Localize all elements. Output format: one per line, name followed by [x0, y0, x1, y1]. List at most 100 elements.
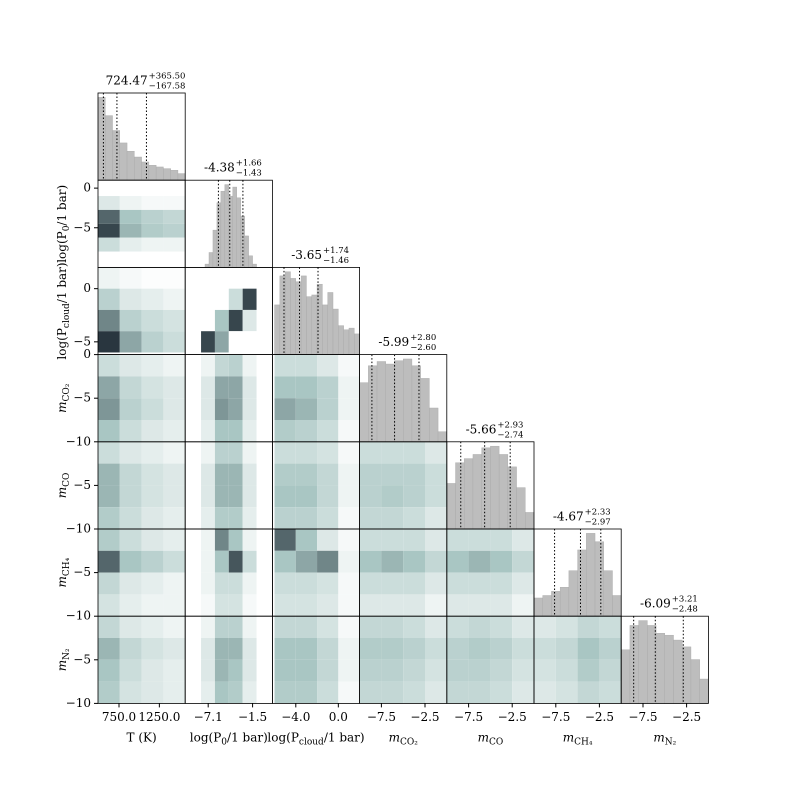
label-sub: CO	[62, 473, 72, 487]
density-cell	[201, 616, 215, 638]
density-cell	[141, 376, 164, 399]
density-cell	[163, 681, 186, 704]
density-cell	[98, 209, 120, 224]
hist-bar	[354, 333, 360, 355]
density-cell	[214, 507, 229, 529]
density-cell	[201, 441, 215, 464]
hist-bar	[525, 512, 535, 530]
hist-title-minus: −2.60	[410, 343, 436, 353]
x-tick-label: −1.5	[238, 710, 267, 724]
hist-bar	[220, 190, 226, 268]
density-cell	[317, 572, 339, 595]
density-cell	[141, 354, 164, 377]
density-cell	[141, 237, 164, 252]
x-axis-label: mN₂	[653, 730, 676, 747]
hist-bar	[141, 161, 150, 181]
density-cell	[446, 659, 469, 682]
density-cell	[468, 659, 491, 682]
density-cell	[274, 485, 296, 508]
x-tick-label: −4.0	[281, 710, 310, 724]
hist-bar	[472, 454, 482, 530]
hist-bar	[134, 156, 142, 181]
density-cell	[338, 572, 360, 595]
density-cell	[274, 550, 296, 573]
density-cell	[119, 572, 142, 595]
density-cell	[119, 288, 142, 310]
hist-bar	[348, 327, 355, 355]
density-cell	[163, 196, 186, 210]
hist-title-plus: +365.50	[149, 72, 186, 82]
hist-bar	[376, 361, 386, 442]
density-cell	[359, 529, 382, 551]
y-axis-label: mCH₄	[55, 557, 72, 587]
y-tick-label: −10	[66, 434, 91, 448]
y-axis-label: mCO	[55, 473, 72, 499]
density-cell	[403, 441, 425, 464]
density-cell	[512, 659, 534, 682]
density-cell	[228, 550, 243, 573]
x-axis-label: log(Pcloud/1 bar)	[267, 730, 364, 747]
density-cell	[274, 529, 296, 551]
hist-bar	[327, 292, 334, 355]
hist-bar	[490, 445, 500, 530]
density-cell	[141, 572, 164, 595]
density-cell	[228, 420, 243, 442]
density-cell	[338, 463, 360, 486]
density-cell	[359, 594, 382, 617]
density-cell	[381, 441, 404, 464]
hist-bar	[577, 549, 587, 617]
density-cell	[119, 441, 142, 464]
density-cell	[403, 485, 425, 508]
density-cell	[338, 485, 360, 508]
density-cell	[98, 463, 120, 486]
hist-bar	[621, 649, 631, 704]
density-cell	[163, 331, 186, 353]
density-cell	[201, 463, 215, 486]
density-cell	[141, 594, 164, 617]
density-cell	[274, 616, 296, 638]
density-cell	[555, 681, 578, 704]
density-cell	[490, 681, 513, 704]
density-cell	[295, 507, 318, 529]
y-tick-label: −5	[73, 652, 91, 666]
density-cell	[359, 616, 382, 638]
label-main: m	[653, 730, 664, 744]
hist-bar	[224, 184, 230, 268]
density-cell	[274, 681, 296, 704]
hist-bar	[690, 659, 700, 704]
hist-bar	[516, 487, 526, 530]
density-cell	[555, 616, 578, 638]
label-tail: /1 bar)	[324, 730, 365, 744]
density-cell	[446, 638, 469, 660]
density-cell	[403, 572, 425, 595]
density-cell	[214, 550, 229, 573]
density-cell	[381, 507, 404, 529]
hist-bar	[507, 466, 517, 530]
density-cell	[98, 267, 120, 289]
density-cell	[295, 550, 318, 573]
density-cell	[381, 638, 404, 660]
hist-bar	[148, 165, 157, 181]
hist-bar	[126, 151, 135, 181]
density-cell	[577, 681, 600, 704]
density-cell	[242, 288, 257, 310]
density-cell	[242, 529, 257, 551]
density-cell	[242, 594, 257, 617]
hist-bar	[232, 186, 237, 268]
panel-frame	[620, 615, 709, 704]
density-cell	[98, 616, 120, 638]
density-cell	[141, 398, 164, 420]
density-cell	[214, 354, 229, 377]
hist-bar	[343, 329, 350, 355]
density-cell	[425, 507, 447, 529]
density-cell	[214, 309, 229, 332]
density-cell	[599, 681, 622, 704]
density-cell	[141, 659, 164, 682]
x-tick-label: −7.5	[541, 710, 570, 724]
density-cell	[317, 594, 339, 617]
hist-bar	[498, 454, 509, 530]
density-cell	[119, 659, 142, 682]
density-cell	[338, 398, 360, 420]
density-cell	[163, 398, 186, 420]
density-cell	[512, 638, 534, 660]
